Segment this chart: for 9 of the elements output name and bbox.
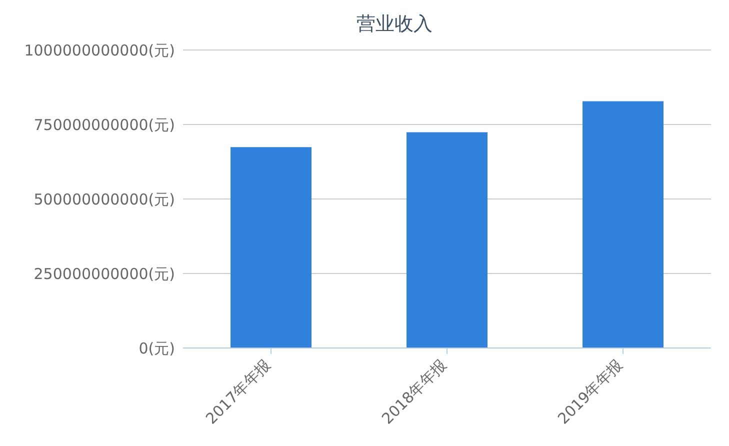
bar — [406, 132, 488, 348]
y-tick-label: 0(元) — [138, 339, 175, 358]
bar — [582, 101, 664, 348]
y-tick-label: 1000000000000(元) — [24, 41, 175, 60]
y-tick-label: 250000000000(元) — [34, 264, 175, 283]
chart-title: 营业收入 — [356, 12, 434, 37]
y-tick-label: 750000000000(元) — [34, 116, 175, 134]
bar — [230, 147, 312, 348]
y-tick-label: 500000000000(元) — [34, 190, 175, 208]
